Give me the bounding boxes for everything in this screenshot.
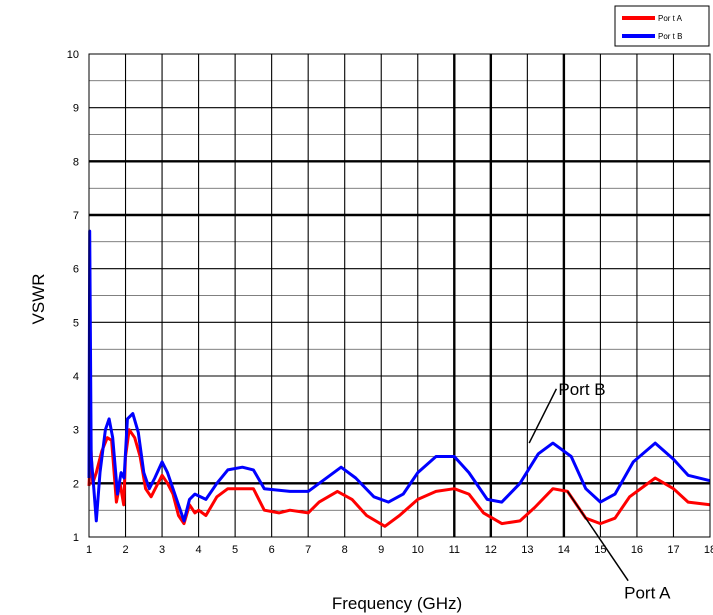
legend: Por t A Por t B	[614, 5, 710, 47]
x-tick-label: 11	[449, 544, 460, 556]
y-tick-label: 9	[73, 103, 79, 115]
y-tick-label: 10	[67, 49, 79, 61]
y-axis-label: VSWR	[29, 274, 48, 325]
major-grid	[89, 54, 710, 537]
x-tick-label: 15	[594, 544, 606, 556]
y-tick-label: 8	[73, 156, 79, 168]
y-tick-label: 6	[73, 264, 79, 276]
x-axis-label: Frequency (GHz)	[332, 594, 462, 613]
y-tick-label: 5	[73, 317, 79, 329]
x-tick-label: 17	[667, 544, 679, 556]
plot-frame	[88, 53, 711, 538]
annotations: Port B Port A	[528, 380, 671, 603]
x-tick-label: 18	[704, 544, 713, 556]
x-tick-label: 16	[631, 544, 643, 556]
annotation-label-port-a: Port A	[624, 584, 671, 603]
x-tick-label: 2	[122, 544, 128, 556]
x-tick-labels: 123456789101112131415161718	[86, 544, 713, 556]
y-tick-label: 4	[73, 371, 79, 383]
legend-label-port-a: Por t A	[658, 14, 683, 23]
y-tick-label: 1	[73, 532, 79, 544]
x-tick-label: 13	[521, 544, 533, 556]
annotation-label-port-b: Port B	[558, 380, 605, 399]
x-tick-label: 6	[269, 544, 275, 556]
annotation-arrow-port-b	[528, 388, 558, 444]
series-line-port-a	[87, 428, 711, 528]
legend-label-port-b: Por t B	[658, 32, 682, 41]
x-tick-label: 1	[86, 544, 92, 556]
x-tick-label: 10	[412, 544, 424, 556]
series-line-port-b	[87, 229, 711, 523]
x-tick-label: 5	[232, 544, 238, 556]
minor-grid	[89, 80, 710, 511]
y-tick-label: 2	[73, 478, 79, 490]
x-tick-label: 9	[378, 544, 384, 556]
x-tick-label: 14	[558, 544, 570, 556]
series-layer	[87, 229, 711, 528]
legend-box	[614, 5, 710, 47]
y-tick-label: 3	[73, 425, 79, 437]
x-tick-label: 12	[485, 544, 497, 556]
y-tick-label: 7	[73, 210, 79, 222]
annotation-arrow-port-a	[566, 490, 629, 582]
x-tick-label: 3	[159, 544, 165, 556]
x-tick-label: 4	[196, 544, 202, 556]
x-tick-label: 8	[342, 544, 348, 556]
x-tick-label: 7	[305, 544, 311, 556]
y-tick-labels: 1 2 3 4 5 6 7 8 9 10	[67, 49, 79, 544]
